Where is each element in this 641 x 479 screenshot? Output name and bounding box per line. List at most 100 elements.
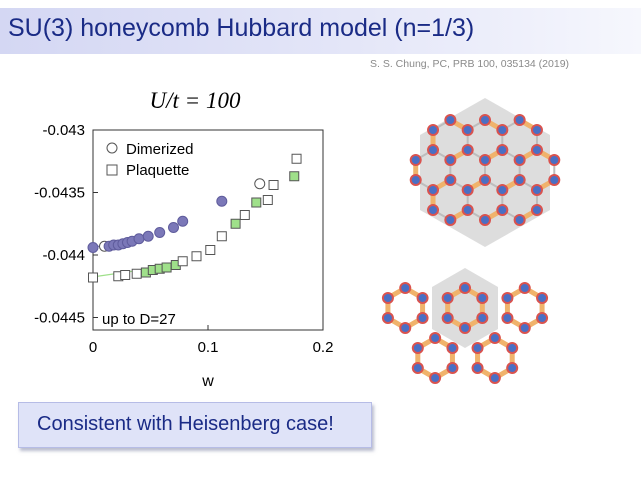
lattice-site [518,322,531,334]
plaquette-point [131,268,142,279]
chart-title: U/t = 100 [150,88,241,113]
energy-vs-w-chart: U/t = 100 -0.043 -0.0435 -0.044 -0.0445 0 0.… [34,88,334,390]
callout-text: Consistent with Heisenberg case! [37,413,334,435]
lattice-site [446,342,459,355]
plaquette-point [177,256,188,267]
plaquette-point [251,197,262,208]
lattice-site [548,154,561,166]
honeycomb-lattice-diagrams [381,98,561,385]
lattice-site [471,362,484,375]
lattice-site [429,332,442,345]
lattice-site [530,184,543,196]
x-tick-label: 0 [89,339,97,356]
plaquette-point [120,270,131,280]
lattice-site [513,154,526,166]
x-axis: 0 0.1 0.2 [89,325,334,356]
y-tick-label: -0.0435 [34,185,85,202]
plaquette-shaded-region [432,268,498,348]
plaquette-point [205,245,216,255]
y-tick-label: -0.043 [42,122,85,139]
dimerized-point [154,227,166,238]
lattice-site [461,184,474,196]
lattice-site [471,342,484,355]
plaquette-point [216,231,227,242]
lattice-site [461,124,474,136]
plaquette-lattice-sites [381,282,549,385]
lattice-site [444,154,457,166]
lattice-site [459,282,471,294]
title-bar [0,8,641,54]
lattice-site [501,292,514,304]
plaquette-point [262,195,273,205]
legend-marker-plaquette [106,164,118,176]
y-axis: -0.043 -0.0435 -0.044 -0.0445 [34,122,98,327]
plaquette-point [289,171,300,182]
chart-annotation: up to D=27 [102,311,176,328]
dimerized-point [133,233,145,245]
lattice-site [444,114,457,126]
lattice-site [496,184,509,196]
y-tick-label: -0.0445 [34,310,85,327]
plot-area [92,129,324,331]
plaquette-point [230,218,241,229]
dimer-lattice-sites [409,114,561,226]
lattice-site [429,372,442,385]
lattice-site [461,144,474,156]
legend-label-dimerized: Dimerized [126,141,194,158]
lattice-site [444,214,457,226]
lattice-site [441,292,454,304]
plaquette-point [191,251,202,262]
lattice-site [476,312,489,324]
conclusion-callout: Consistent with Heisenberg case! [18,402,372,448]
lattice-site [411,362,424,375]
lattice-site [399,282,412,294]
lattice-site [409,174,422,186]
dimerized-point [177,215,189,227]
x-axis-label: w [201,373,214,390]
data-points [87,153,302,283]
lattice-site [536,312,549,324]
lattice-site [381,312,394,324]
lattice-site [479,214,491,226]
lattice-site [399,322,412,334]
lattice-site [496,204,509,216]
lattice-site [530,144,543,156]
lattice-site [536,292,549,304]
plaquette-point [239,210,250,220]
lattice-site [479,154,491,166]
lattice-site [530,124,543,136]
x-tick-label: 0.1 [198,339,219,356]
legend-label-plaquette: Plaquette [126,162,189,179]
slide-title: SU(3) honeycomb Hubbard model (n=1/3) [8,14,475,42]
lattice-site [530,204,543,216]
lattice-site [506,342,519,355]
lattice-site [381,292,394,304]
lattice-site [416,312,429,324]
lattice-site [479,174,491,186]
dimerized-point [87,242,99,253]
legend: Dimerized Plaquette [106,141,194,179]
lattice-site [446,362,459,375]
plaquette-point [268,180,279,190]
dimerized-point [142,230,154,242]
lattice-site [427,204,440,216]
lattice-site [513,174,526,186]
lattice-site [548,174,561,186]
lattice-site [488,372,501,385]
x-tick-label: 0.2 [313,339,334,356]
plaquette-point [161,262,172,273]
lattice-site [427,144,440,156]
lattice-site [488,332,501,345]
lattice-site [427,184,440,196]
lattice-site [496,124,509,136]
lattice-site [459,322,471,334]
lattice-site [513,114,526,126]
lattice-site [496,144,509,156]
lattice-site [461,204,474,216]
y-tick-label: -0.044 [42,247,85,264]
lattice-site [501,312,514,324]
lattice-site [444,174,457,186]
plaquette-point [88,272,98,283]
lattice-site [411,342,424,355]
plaquette-point [291,153,302,164]
